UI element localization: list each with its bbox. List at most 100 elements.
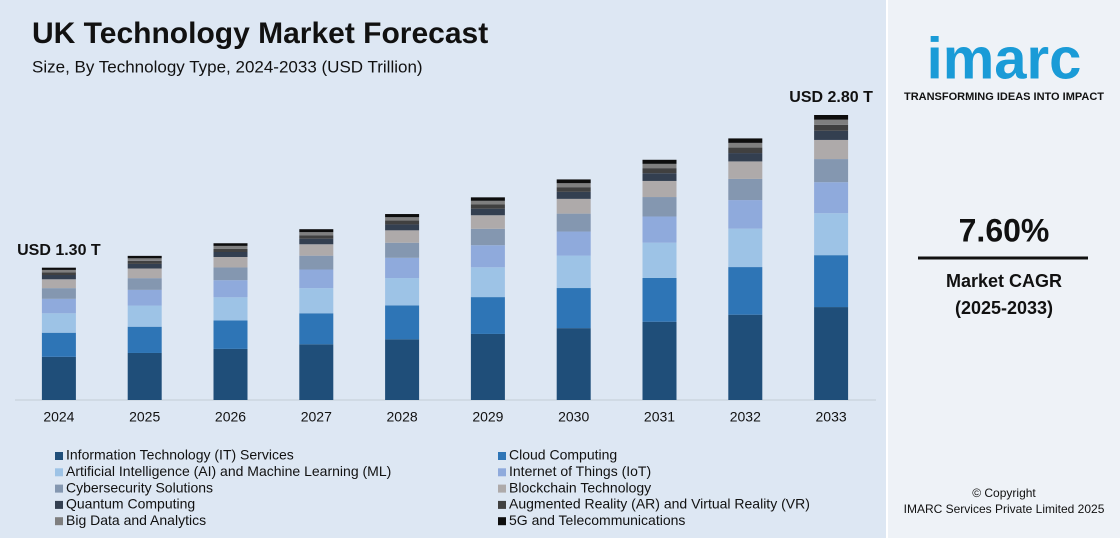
x-tick-label: 2032 <box>730 409 761 425</box>
bar-segment <box>213 248 248 253</box>
bar-segment <box>299 229 334 233</box>
bar-segment <box>299 313 334 345</box>
bar-segment <box>728 138 763 143</box>
bar-segment <box>41 313 76 333</box>
bar-segment <box>642 173 677 181</box>
bar-segment <box>127 268 162 279</box>
x-tick-label: 2030 <box>558 409 589 425</box>
bar-segment <box>41 267 76 270</box>
chart-title: UK Technology Market Forecast <box>32 17 488 50</box>
bar-segment <box>470 228 505 246</box>
legend-label: Information Technology (IT) Services <box>66 447 294 463</box>
bar-segment <box>299 235 334 239</box>
bar-segment <box>814 159 849 183</box>
x-tick-label: 2033 <box>816 409 847 425</box>
bar-segment <box>728 228 763 268</box>
legend-swatch <box>55 500 63 509</box>
bar-segment <box>814 255 849 308</box>
bar-segment <box>556 255 591 289</box>
bar-segment <box>213 267 248 281</box>
bar-segment <box>385 242 420 258</box>
bar-segment <box>556 231 591 256</box>
bar-segment <box>728 267 763 315</box>
bar-segment <box>814 124 849 131</box>
bar-segment <box>127 255 162 259</box>
bar-segment <box>814 119 849 125</box>
bar-segment <box>728 314 763 400</box>
bar-segment <box>556 191 591 199</box>
bar-segment <box>127 326 162 353</box>
legend-label: Internet of Things (IoT) <box>509 463 651 479</box>
legend-swatch <box>55 517 63 526</box>
bar-segment <box>642 197 677 217</box>
bar-segment <box>127 278 162 290</box>
bar-segment <box>385 305 420 340</box>
bar-segment <box>385 230 420 243</box>
bar-segment <box>41 272 76 276</box>
bar-segment <box>213 320 248 349</box>
bar-segment <box>41 279 76 289</box>
cagr-period: (2025-2033) <box>955 298 1053 318</box>
bar-segment <box>213 348 248 400</box>
bar-segment <box>556 288 591 329</box>
bar-segment <box>728 161 763 179</box>
bar-segment <box>385 220 420 225</box>
bar-segment <box>728 153 763 162</box>
cagr-label: Market CAGR <box>946 271 1062 291</box>
bar-segment <box>213 297 248 321</box>
bar-segment <box>213 243 248 246</box>
x-tick-label: 2026 <box>215 409 246 425</box>
bar-segment <box>470 245 505 268</box>
bar-segment <box>470 333 505 400</box>
x-tick-label: 2031 <box>644 409 675 425</box>
bar-segment <box>728 147 763 154</box>
bar-segment <box>642 168 677 174</box>
legend-label: Cloud Computing <box>509 447 617 463</box>
bar-segment <box>556 198 591 214</box>
bar-segment <box>814 139 849 160</box>
bar-segment <box>556 213 591 232</box>
bar-segment <box>470 297 505 334</box>
bar-segment <box>41 356 76 400</box>
legend-label: Artificial Intelligence (AI) and Machine… <box>66 463 391 479</box>
bar-segment <box>385 257 420 279</box>
bar-segment <box>41 275 76 280</box>
x-tick-label: 2024 <box>43 409 74 425</box>
legend-label: 5G and Telecommunications <box>509 512 685 528</box>
bar-segment <box>642 321 677 400</box>
bar-segment <box>642 277 677 322</box>
bar-segment <box>814 182 849 214</box>
legend-swatch <box>498 468 506 477</box>
bar-segment <box>642 163 677 169</box>
bar-segment <box>556 183 591 188</box>
bar-segment <box>213 252 248 257</box>
bar-segment <box>299 288 334 314</box>
bar-segment <box>642 180 677 198</box>
cagr-value: 7.60% <box>959 212 1050 248</box>
bar-segment <box>213 245 248 249</box>
legend-label: Blockchain Technology <box>509 479 651 495</box>
bar-segment <box>299 269 334 289</box>
bar-segment <box>127 258 162 261</box>
bar-segment <box>299 244 334 256</box>
bar-segment <box>642 216 677 243</box>
bar-segment <box>299 238 334 245</box>
bar-segment <box>127 263 162 269</box>
bar-segment <box>814 213 849 256</box>
legend-swatch <box>498 452 506 460</box>
bar-segment <box>642 242 677 278</box>
bar-segment <box>814 307 849 400</box>
logo: imarc <box>927 26 1082 91</box>
bar-segment <box>470 208 505 216</box>
bar-segment <box>41 332 76 357</box>
bar-segment <box>728 178 763 201</box>
bar-segment <box>41 269 76 273</box>
bar-segment <box>728 142 763 148</box>
tagline: TRANSFORMING IDEAS INTO IMPACT <box>904 91 1104 103</box>
bar-segment <box>127 260 162 264</box>
bar-segment <box>385 224 420 231</box>
bar-segment <box>299 344 334 400</box>
legend-swatch <box>55 468 63 477</box>
bar-segment <box>127 352 162 400</box>
bar-segment <box>470 215 505 229</box>
